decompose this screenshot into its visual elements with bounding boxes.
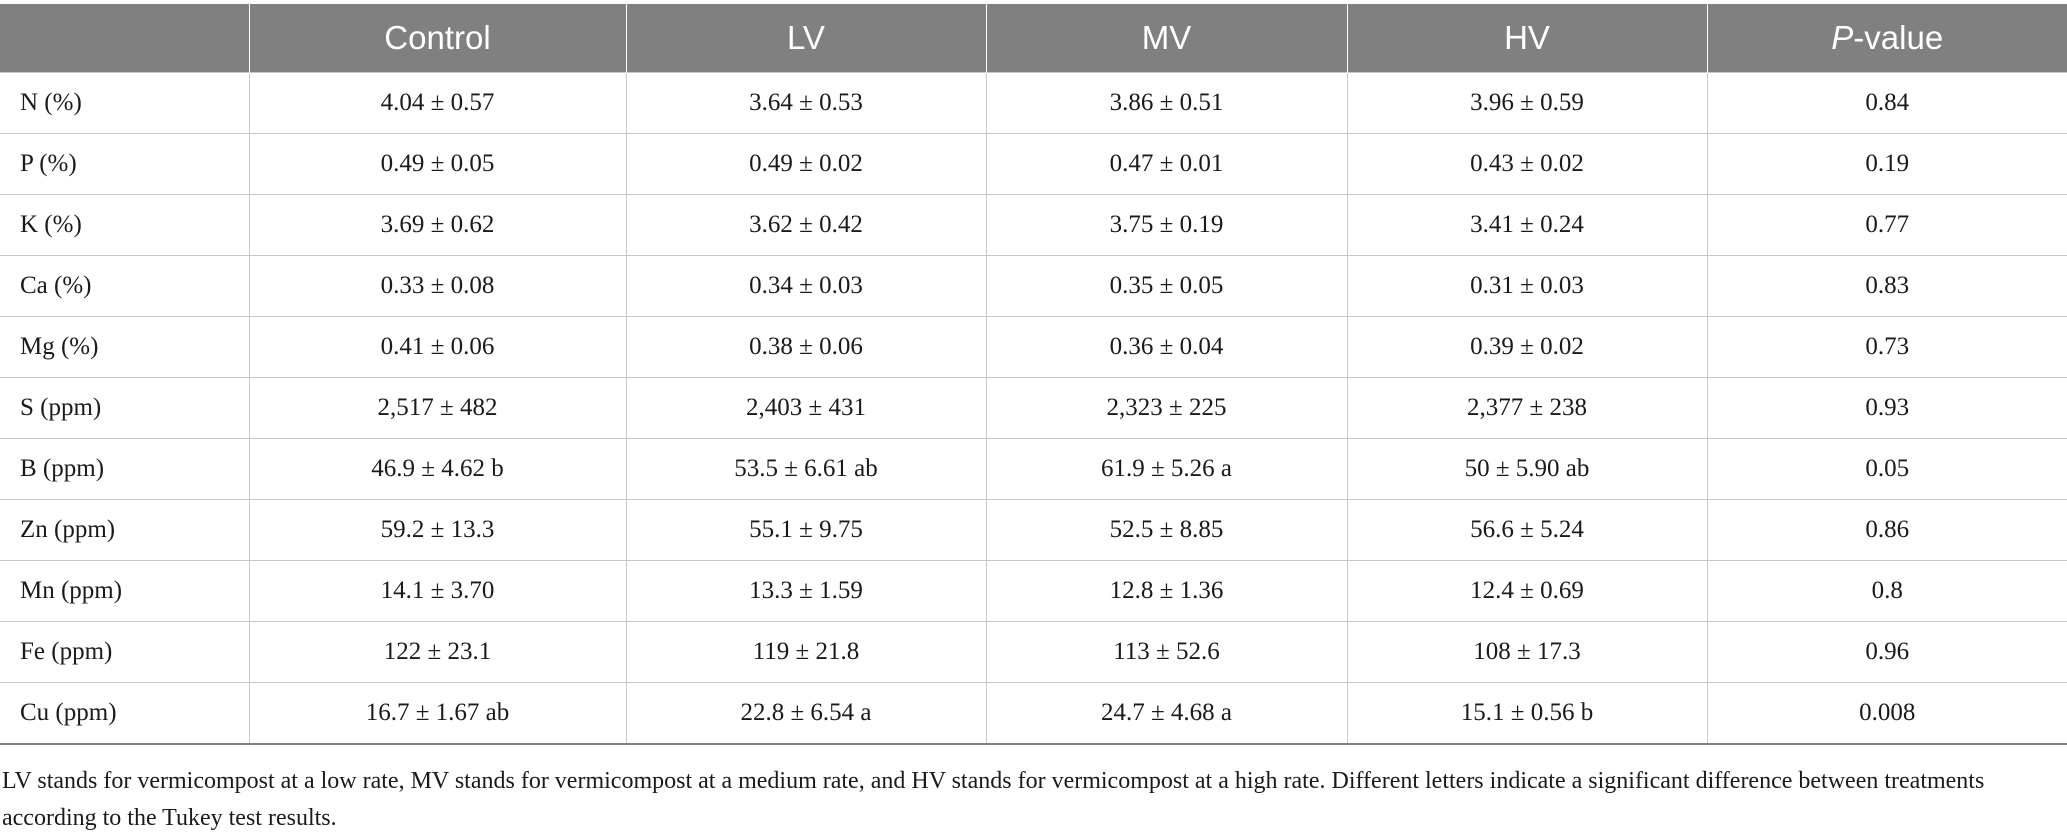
cell-pvalue: 0.008 — [1706, 682, 2067, 745]
table-row: K (%) 3.69 ± 0.62 3.62 ± 0.42 3.75 ± 0.19 3.… — [0, 194, 2067, 256]
cell-control: 46.9 ± 4.62 b — [248, 438, 627, 500]
cell-lv: 3.62 ± 0.42 — [625, 194, 987, 256]
table-row: Mn (ppm) 14.1 ± 3.70 13.3 ± 1.59 12.8 ± 1.3… — [0, 560, 2067, 622]
cell-hv: 12.4 ± 0.69 — [1346, 560, 1708, 622]
cell-pvalue: 0.86 — [1706, 499, 2067, 561]
header-blank — [0, 4, 250, 73]
table-row: Cu (ppm) 16.7 ± 1.67 ab 22.8 ± 6.54 a 24.7 … — [0, 682, 2067, 745]
cell-pvalue: 0.77 — [1706, 194, 2067, 256]
cell-lv: 119 ± 21.8 — [625, 621, 987, 683]
cell-pvalue: 0.93 — [1706, 377, 2067, 439]
cell-mv: 113 ± 52.6 — [985, 621, 1348, 683]
table-row: N (%) 4.04 ± 0.57 3.64 ± 0.53 3.86 ± 0.51 3.… — [0, 72, 2067, 134]
row-label: Cu (ppm) — [0, 682, 250, 745]
cell-control: 0.41 ± 0.06 — [248, 316, 627, 378]
cell-mv: 52.5 ± 8.85 — [985, 499, 1348, 561]
cell-pvalue: 0.84 — [1706, 72, 2067, 134]
cell-control: 0.49 ± 0.05 — [248, 133, 627, 195]
cell-control: 122 ± 23.1 — [248, 621, 627, 683]
cell-pvalue: 0.96 — [1706, 621, 2067, 683]
cell-control: 3.69 ± 0.62 — [248, 194, 627, 256]
cell-pvalue: 0.8 — [1706, 560, 2067, 622]
header-pvalue: P-value — [1707, 4, 2067, 73]
row-label: K (%) — [0, 194, 250, 256]
row-label: Fe (ppm) — [0, 621, 250, 683]
cell-hv: 3.41 ± 0.24 — [1346, 194, 1708, 256]
results-table-container: Control LV MV HV P-value N (%) 4.04 ± 0.5… — [0, 4, 2067, 745]
cell-mv: 0.47 ± 0.01 — [985, 133, 1348, 195]
cell-lv: 22.8 ± 6.54 a — [625, 682, 987, 745]
header-hv: HV — [1347, 4, 1708, 73]
row-label: Zn (ppm) — [0, 499, 250, 561]
header-mv: MV — [986, 4, 1348, 73]
cell-control: 4.04 ± 0.57 — [248, 72, 627, 134]
cell-hv: 0.39 ± 0.02 — [1346, 316, 1708, 378]
cell-pvalue: 0.73 — [1706, 316, 2067, 378]
cell-mv: 3.75 ± 0.19 — [985, 194, 1348, 256]
row-label: Mn (ppm) — [0, 560, 250, 622]
table-row: S (ppm) 2,517 ± 482 2,403 ± 431 2,323 ± 225… — [0, 377, 2067, 439]
cell-control: 0.33 ± 0.08 — [248, 255, 627, 317]
cell-lv: 0.34 ± 0.03 — [625, 255, 987, 317]
header-pvalue-italic: P — [1831, 19, 1854, 56]
cell-pvalue: 0.83 — [1706, 255, 2067, 317]
results-table: Control LV MV HV P-value N (%) 4.04 ± 0.5… — [0, 4, 2067, 745]
cell-hv: 0.31 ± 0.03 — [1346, 255, 1708, 317]
row-label: Mg (%) — [0, 316, 250, 378]
row-label: N (%) — [0, 72, 250, 134]
table-row: P (%) 0.49 ± 0.05 0.49 ± 0.02 0.47 ± 0.01 0.… — [0, 133, 2067, 195]
cell-lv: 55.1 ± 9.75 — [625, 499, 987, 561]
cell-mv: 0.35 ± 0.05 — [985, 255, 1348, 317]
cell-lv: 13.3 ± 1.59 — [625, 560, 987, 622]
cell-lv: 2,403 ± 431 — [625, 377, 987, 439]
cell-pvalue: 0.05 — [1706, 438, 2067, 500]
cell-mv: 61.9 ± 5.26 a — [985, 438, 1348, 500]
header-pvalue-rest: -value — [1853, 19, 1944, 56]
cell-control: 59.2 ± 13.3 — [248, 499, 627, 561]
cell-mv: 0.36 ± 0.04 — [985, 316, 1348, 378]
header-control: Control — [249, 4, 627, 73]
header-lv: LV — [626, 4, 987, 73]
cell-control: 2,517 ± 482 — [248, 377, 627, 439]
cell-hv: 15.1 ± 0.56 b — [1346, 682, 1708, 745]
table-row: Fe (ppm) 122 ± 23.1 119 ± 21.8 113 ± 52.6 10… — [0, 621, 2067, 683]
header-row: Control LV MV HV P-value — [0, 4, 2067, 73]
cell-lv: 3.64 ± 0.53 — [625, 72, 987, 134]
cell-hv: 3.96 ± 0.59 — [1346, 72, 1708, 134]
cell-mv: 2,323 ± 225 — [985, 377, 1348, 439]
cell-hv: 108 ± 17.3 — [1346, 621, 1708, 683]
cell-hv: 50 ± 5.90 ab — [1346, 438, 1708, 500]
cell-hv: 0.43 ± 0.02 — [1346, 133, 1708, 195]
table-row: Zn (ppm) 59.2 ± 13.3 55.1 ± 9.75 52.5 ± 8.8… — [0, 499, 2067, 561]
cell-control: 16.7 ± 1.67 ab — [248, 682, 627, 745]
table-body: N (%) 4.04 ± 0.57 3.64 ± 0.53 3.86 ± 0.51 3.… — [0, 72, 2067, 745]
row-label: P (%) — [0, 133, 250, 195]
table-row: B (ppm) 46.9 ± 4.62 b 53.5 ± 6.61 ab 61.9 ±… — [0, 438, 2067, 500]
cell-hv: 56.6 ± 5.24 — [1346, 499, 1708, 561]
cell-pvalue: 0.19 — [1706, 133, 2067, 195]
cell-mv: 3.86 ± 0.51 — [985, 72, 1348, 134]
table-row: Mg (%) 0.41 ± 0.06 0.38 ± 0.06 0.36 ± 0.04 0… — [0, 316, 2067, 378]
cell-mv: 24.7 ± 4.68 a — [985, 682, 1348, 745]
cell-control: 14.1 ± 3.70 — [248, 560, 627, 622]
cell-lv: 0.49 ± 0.02 — [625, 133, 987, 195]
row-label: B (ppm) — [0, 438, 250, 500]
cell-hv: 2,377 ± 238 — [1346, 377, 1708, 439]
table-footnote: LV stands for vermicompost at a low rate… — [2, 768, 1985, 831]
table-row: Ca (%) 0.33 ± 0.08 0.34 ± 0.03 0.35 ± 0.05 0… — [0, 255, 2067, 317]
row-label: S (ppm) — [0, 377, 250, 439]
cell-mv: 12.8 ± 1.36 — [985, 560, 1348, 622]
cell-lv: 53.5 ± 6.61 ab — [625, 438, 987, 500]
row-label: Ca (%) — [0, 255, 250, 317]
cell-lv: 0.38 ± 0.06 — [625, 316, 987, 378]
